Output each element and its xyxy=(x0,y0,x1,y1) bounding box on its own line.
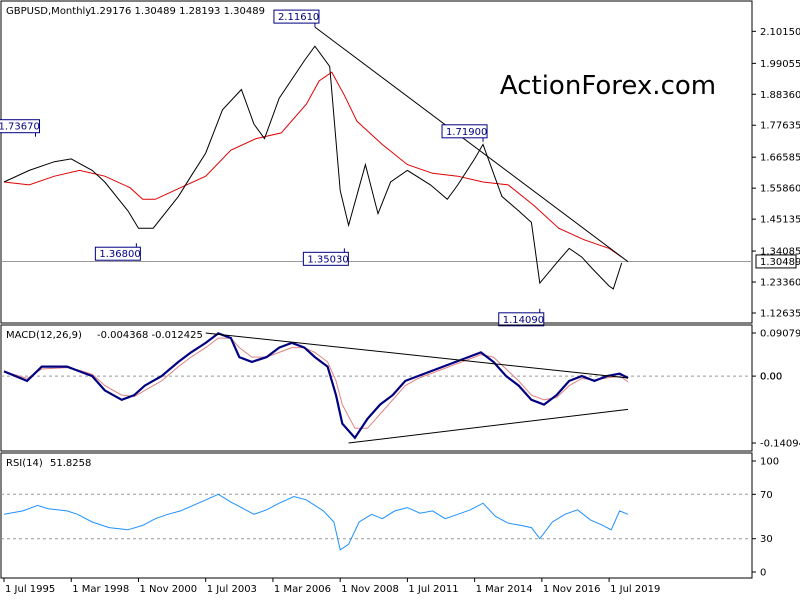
annotation-label: 1.71900 xyxy=(446,127,487,138)
x-tick-label: 1 Jul 2003 xyxy=(207,584,257,595)
price-tick-label: 1.34085 xyxy=(760,247,800,258)
x-tick-label: 1 Nov 2000 xyxy=(139,584,197,595)
rsi-tick-label: 0 xyxy=(760,568,766,579)
price-trendline xyxy=(314,26,629,263)
price-line xyxy=(3,45,623,290)
macd-tick-label: -0.14094 xyxy=(760,439,800,450)
macd-panel-values: -0.004368 -0.012425 xyxy=(97,330,203,341)
x-tick-label: 1 Mar 1998 xyxy=(72,584,129,595)
moving-average-line xyxy=(3,71,622,258)
rsi-line xyxy=(3,493,629,551)
rsi-tick-label: 70 xyxy=(760,490,773,501)
macd-tick-label: 0.090798 xyxy=(760,329,800,340)
annotation-box xyxy=(498,312,545,327)
rsi-panel-frame xyxy=(0,452,753,579)
rsi-panel[interactable]: RSI(14) 51.8258 100 70 30 0 xyxy=(0,452,779,579)
x-tick-label: 1 Nov 2016 xyxy=(543,584,601,595)
macd-current-value: 0.00 xyxy=(760,372,782,383)
x-tick-label: 1 Jul 2011 xyxy=(408,584,458,595)
x-tick-label: 1 Jul 2019 xyxy=(610,584,660,595)
price-tick-label: 1.23360 xyxy=(760,278,800,289)
price-tick-label: 1.88360 xyxy=(760,90,800,101)
rsi-tick-label: 100 xyxy=(760,457,779,468)
price-tick-label: 2.10150 xyxy=(760,27,800,38)
macd-signal-line xyxy=(3,337,629,429)
annotation-label: 1.73670 xyxy=(0,122,40,133)
price-panel-ohlc: 1.29176 1.30489 1.28193 1.30489 xyxy=(90,6,265,17)
macd-panel-title: MACD(12,26,9) xyxy=(6,330,82,341)
x-tick-label: 1 Nov 2008 xyxy=(341,584,399,595)
annotation-label: 1.35030 xyxy=(307,254,348,265)
macd-line xyxy=(3,332,629,440)
annotation-box xyxy=(273,9,320,24)
x-tick-label: 1 Jul 1995 xyxy=(5,584,55,595)
annotation-label: 2.11610 xyxy=(278,12,319,23)
x-axis: 1 Jul 1995 1 Mar 1998 1 Nov 2000 1 Jul 2003… xyxy=(3,578,660,595)
macd-panel-frame xyxy=(0,324,753,452)
annotation-label: 1.36800 xyxy=(99,249,140,260)
annotation-box xyxy=(441,124,488,139)
rsi-panel-value: 51.8258 xyxy=(50,458,91,469)
price-tick-label: 1.45135 xyxy=(760,215,800,226)
macd-tick-label: 0.00 xyxy=(760,372,782,383)
rsi-panel-title: RSI(14) xyxy=(6,458,43,469)
x-tick-label: 1 Mar 2006 xyxy=(274,584,331,595)
macd-panel[interactable]: MACD(12,26,9) -0.004368 -0.012425 0.0907… xyxy=(0,324,800,452)
annotation-box xyxy=(94,246,141,261)
rsi-tick-label: 30 xyxy=(760,534,773,545)
annotation-label: 1.14090 xyxy=(503,315,544,326)
watermark: ActionForex.com xyxy=(500,71,716,101)
price-tick-label: 1.77635 xyxy=(760,121,800,132)
x-tick-label: 1 Mar 2014 xyxy=(476,584,533,595)
price-panel-frame xyxy=(0,0,753,324)
macd-lower-trendline xyxy=(348,408,629,444)
current-price-label: 1.30489 xyxy=(760,257,800,268)
macd-upper-trendline xyxy=(205,332,629,379)
price-tick-label: 1.99055 xyxy=(760,59,800,70)
price-tick-label: 1.66585 xyxy=(760,153,800,164)
price-panel-title: GBPUSD,Monthly xyxy=(6,6,91,17)
price-panel[interactable]: GBPUSD,Monthly 1.29176 1.30489 1.28193 1… xyxy=(0,0,800,327)
annotation-box xyxy=(0,119,41,134)
current-price-marker xyxy=(755,254,797,269)
annotation-box xyxy=(302,251,349,266)
price-tick-label: 1.55860 xyxy=(760,184,800,195)
price-tick-label: 1.12635 xyxy=(760,309,800,320)
